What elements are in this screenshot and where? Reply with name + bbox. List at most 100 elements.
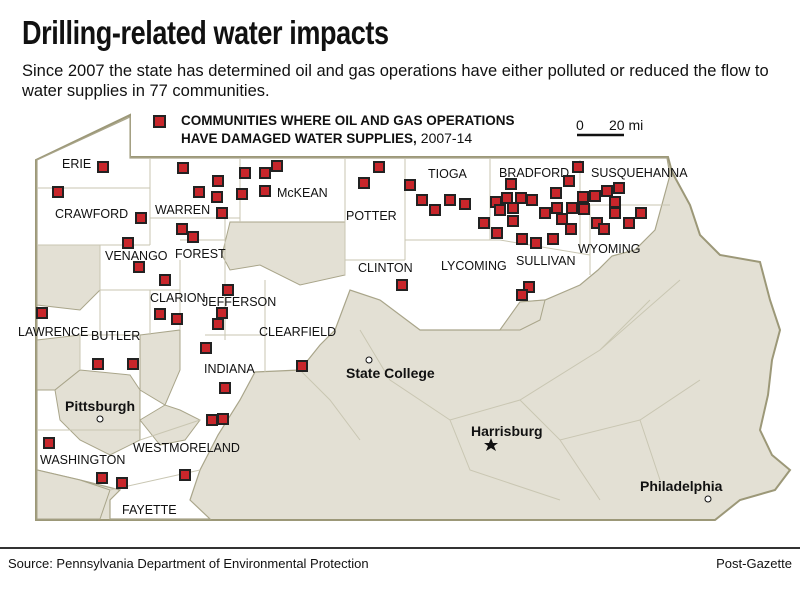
legend-line-2: HAVE DAMAGED WATER SUPPLIES, 2007-14 [181,130,472,146]
community-marker [212,175,224,187]
community-marker [187,231,199,243]
community-marker [177,162,189,174]
community-marker [609,196,621,208]
community-marker [556,213,568,225]
community-marker [526,194,538,206]
county-label-tioga: TIOGA [428,167,468,181]
county-label-butler: BUTLER [91,329,140,343]
scale-zero-label: 0 [576,117,584,133]
community-marker [601,185,613,197]
county-label-lycoming: LYCOMING [441,259,507,273]
community-marker [239,167,251,179]
city-label-state-college: State College [346,365,435,381]
community-marker [179,469,191,481]
county-label-jefferson: JEFFERSON [202,295,276,309]
damaged-water-supply-markers [36,160,647,489]
community-marker [589,190,601,202]
community-marker [515,192,527,204]
source-note: Source: Pennsylvania Department of Envir… [8,556,369,571]
community-marker [578,203,590,215]
county-label-fayette: FAYETTE [122,503,177,517]
community-marker [565,223,577,235]
community-marker [530,237,542,249]
county-lines [37,158,701,501]
county-label-venango: VENANGO [105,249,168,263]
county-label-westmoreland: WESTMORELAND [133,441,240,455]
map-title: Drilling-related water impacts [22,14,389,51]
community-marker [216,307,228,319]
community-marker [36,307,48,319]
county-label-clarion: CLARION [150,291,206,305]
community-marker [507,202,519,214]
city-labels: Pittsburgh State College Harrisburg Phil… [65,356,723,503]
community-marker [429,204,441,216]
county-label-clinton: CLINTON [358,261,413,275]
community-marker [259,185,271,197]
community-marker [211,191,223,203]
county-label-washington: WASHINGTON [40,453,125,467]
community-marker [271,160,283,172]
community-marker [127,358,139,370]
city-label-philadelphia: Philadelphia [640,478,723,494]
community-marker [396,279,408,291]
community-marker [613,182,625,194]
community-marker [135,212,147,224]
community-marker [444,194,456,206]
philadelphia-dot-icon [704,495,712,503]
pittsburgh-dot-icon [96,415,104,423]
community-marker [212,318,224,330]
community-marker [222,284,234,296]
community-marker [563,175,575,187]
community-marker [478,217,490,229]
community-marker [373,161,385,173]
community-marker [501,192,513,204]
county-label-lawrence: LAWRENCE [18,325,88,339]
community-marker [193,186,205,198]
city-label-harrisburg: Harrisburg [471,423,543,439]
community-marker [550,187,562,199]
community-marker [404,179,416,191]
map-subtitle: Since 2007 the state has determined oil … [22,62,769,100]
community-marker [206,414,218,426]
community-marker [491,227,503,239]
community-marker [43,437,55,449]
community-marker [566,202,578,214]
community-marker [154,308,166,320]
community-marker [200,342,212,354]
community-marker [635,207,647,219]
community-marker [216,207,228,219]
community-marker [551,202,563,214]
county-labels: ERIE CRAWFORD WARREN McKEAN POTTER TIOGA… [18,157,688,517]
county-label-potter: POTTER [346,209,397,223]
community-marker [217,413,229,425]
legend-marker-icon [153,115,166,128]
community-marker [358,177,370,189]
capital-star-icon [484,438,498,451]
credit: Post-Gazette [716,556,792,571]
community-marker [572,161,584,173]
community-marker [516,289,528,301]
legend: COMMUNITIES WHERE OIL AND GAS OPERATIONS… [153,113,515,146]
city-label-pittsburgh: Pittsburgh [65,398,135,414]
legend-line-2-bold: HAVE DAMAGED WATER SUPPLIES, [181,131,417,146]
community-marker [609,207,621,219]
community-marker [171,313,183,325]
community-marker [116,477,128,489]
county-label-erie: ERIE [62,157,91,171]
community-marker [159,274,171,286]
county-label-crawford: CRAWFORD [55,207,128,221]
county-label-sullivan: SULLIVAN [516,254,576,268]
state-college-dot-icon [365,356,373,364]
scale-bar: 0 20 mi [576,117,643,137]
county-label-wyoming: WYOMING [578,242,641,256]
community-marker [52,186,64,198]
community-marker [416,194,428,206]
county-label-clearfield: CLEARFIELD [259,325,336,339]
county-label-mckean: McKEAN [277,186,328,200]
county-label-forest: FOREST [175,247,226,261]
community-marker [505,178,517,190]
county-label-susquehanna: SUSQUEHANNA [591,166,688,180]
county-label-bradford: BRADFORD [499,166,569,180]
county-label-indiana: INDIANA [204,362,255,376]
